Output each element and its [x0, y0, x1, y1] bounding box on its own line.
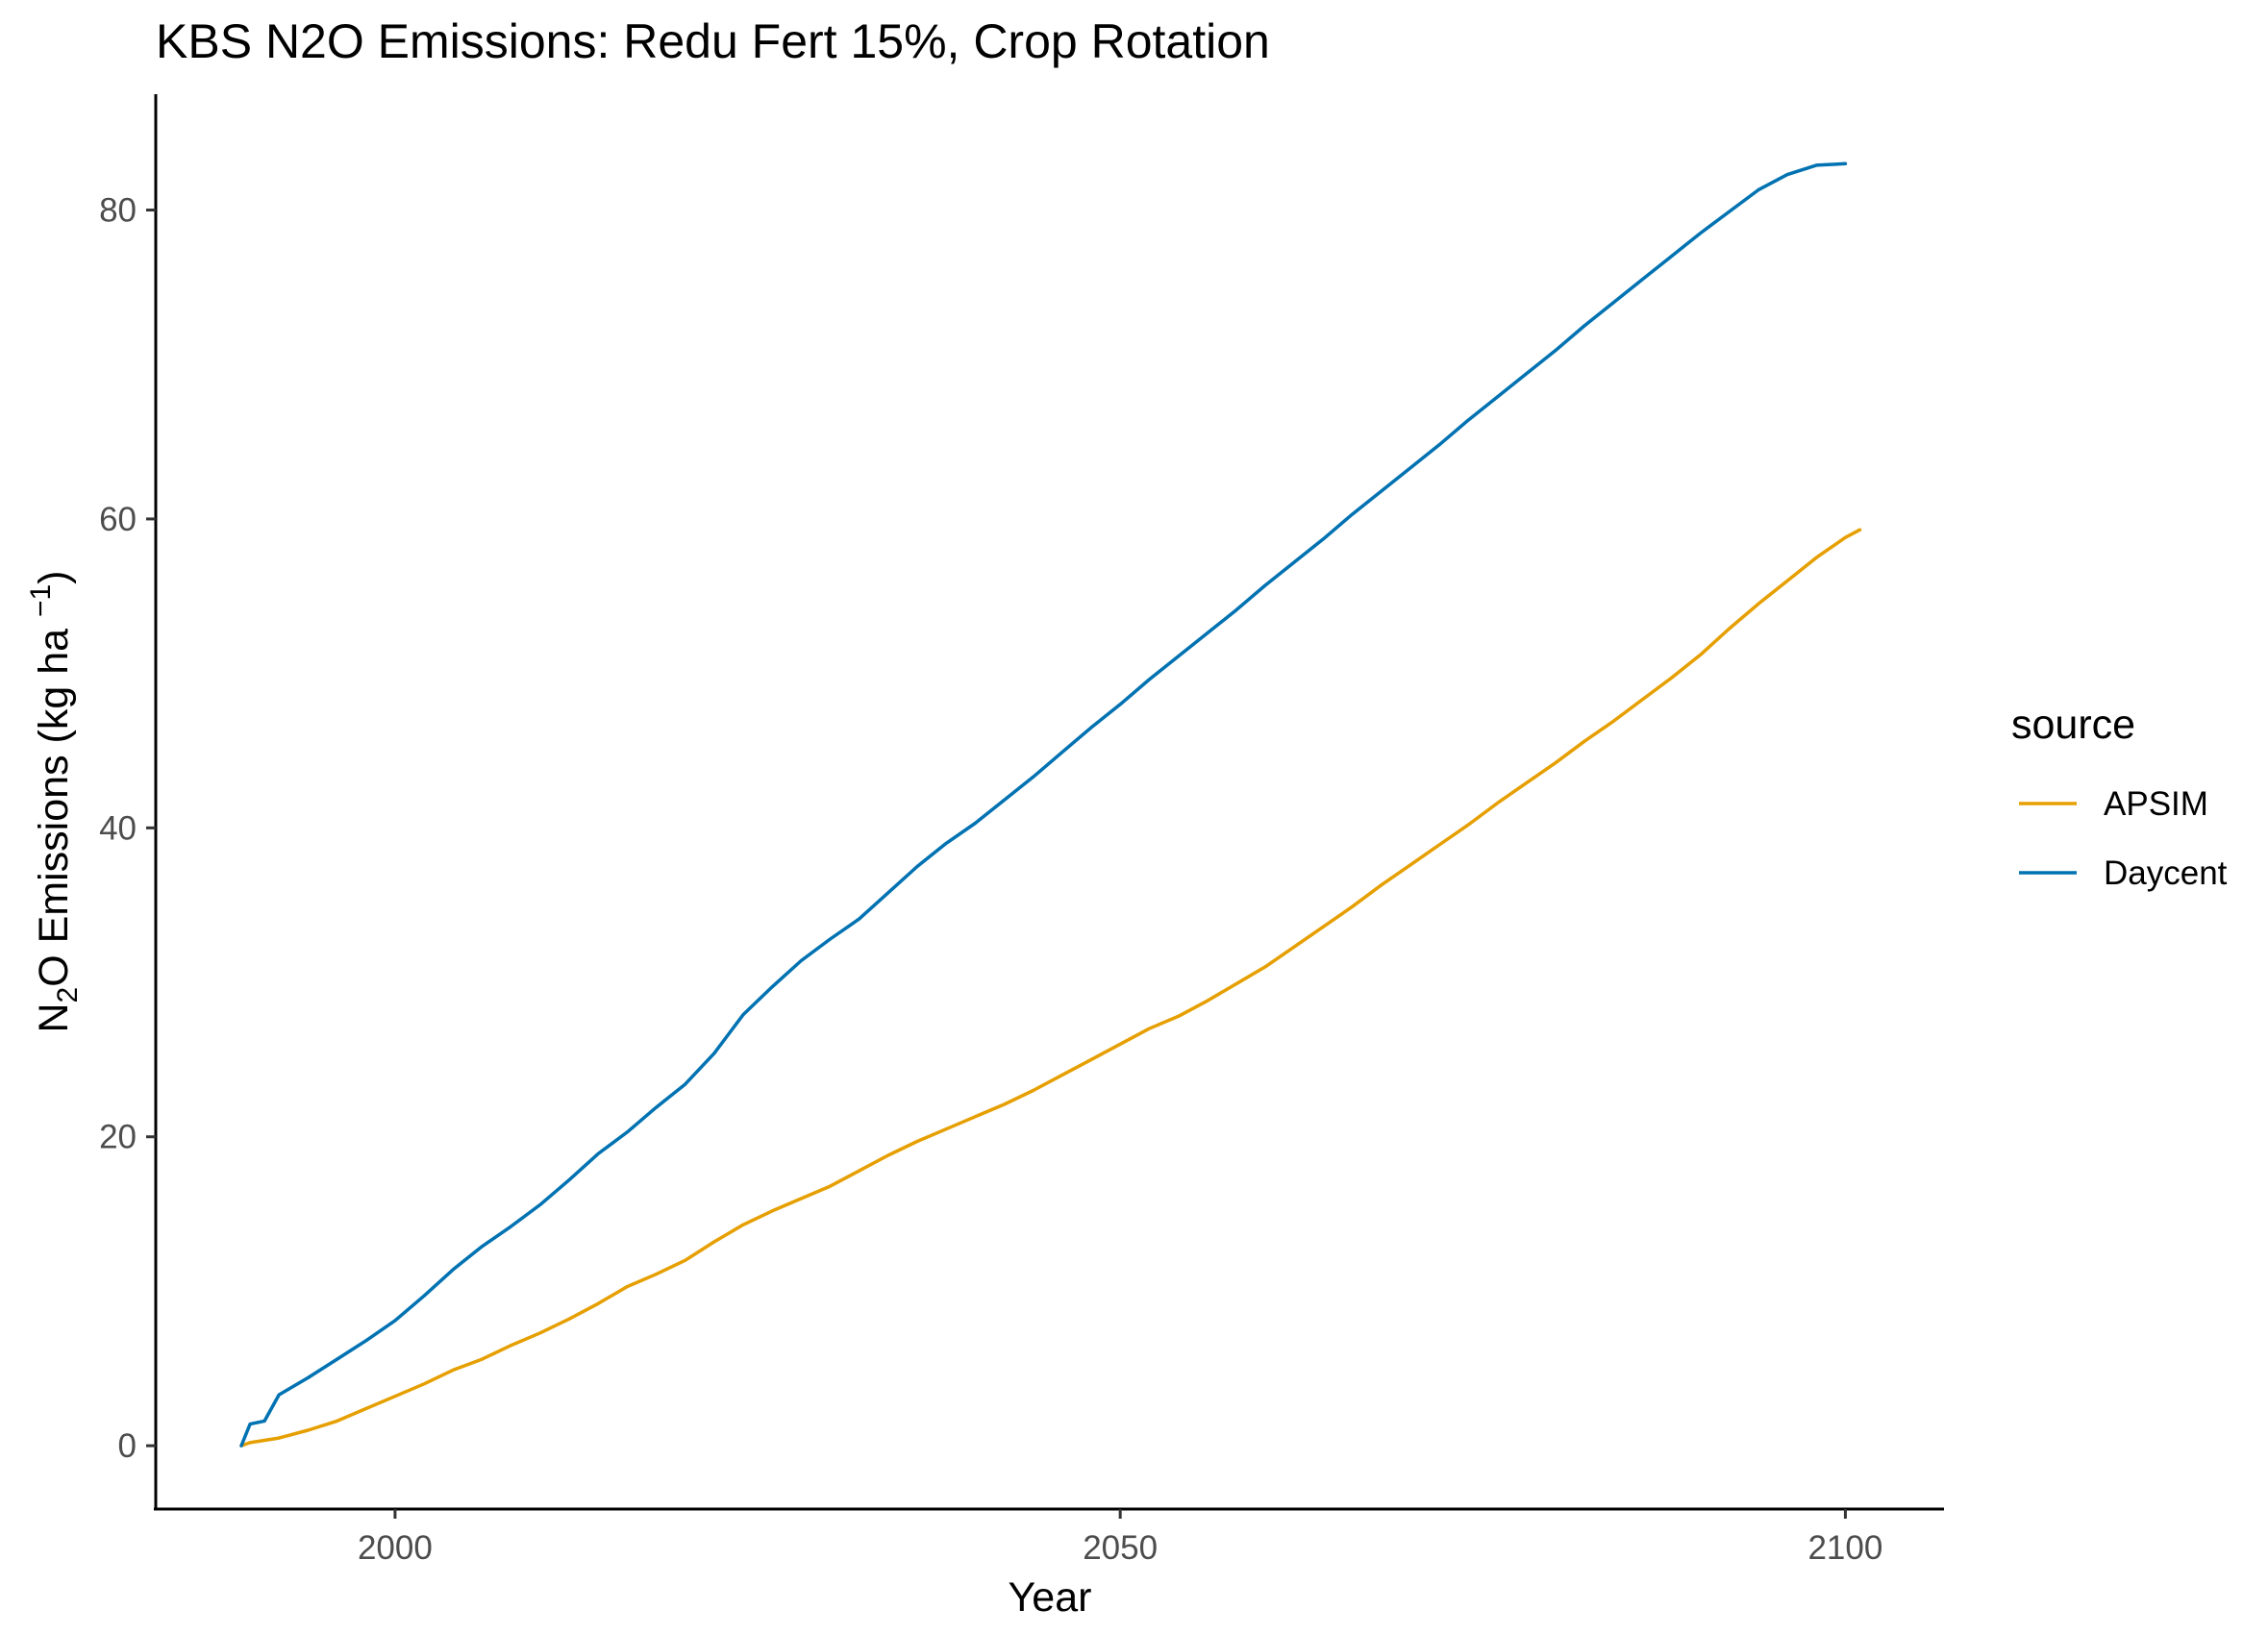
y-tick-label: 60	[99, 501, 137, 538]
y-tick-label: 20	[99, 1119, 137, 1156]
y-axis-title-suffix: )	[31, 570, 77, 583]
legend-label-daycent: Daycent	[2104, 854, 2228, 892]
legend-label-apsim: APSIM	[2104, 785, 2208, 823]
plot-area	[239, 161, 1862, 1448]
y-axis-title-middle: O Emissions (kg ha	[31, 617, 77, 987]
legend-items: APSIM Daycent	[2019, 785, 2228, 892]
chart-title: KBS N2O Emissions: Redu Fert 15%, Crop R…	[156, 14, 1270, 68]
y-axis-title-superscript: −1	[25, 584, 57, 617]
x-tick-label: 2050	[1083, 1529, 1158, 1567]
y-tick-label: 80	[99, 192, 137, 230]
y-axis-ticks: 0 20 40 60 80	[99, 192, 156, 1465]
y-axis-title-subscript: 2	[52, 987, 84, 1003]
legend: source APSIM Daycent	[2011, 702, 2228, 892]
x-tick-label: 2000	[358, 1529, 433, 1567]
series-line-apsim	[239, 528, 1862, 1448]
y-axis-title-prefix: N	[31, 1003, 77, 1032]
x-tick-label: 2100	[1807, 1529, 1882, 1567]
y-axis-title: N2O Emissions (kg ha −1)	[25, 570, 84, 1032]
series-line-daycent	[239, 161, 1848, 1448]
y-tick-label: 40	[99, 809, 137, 847]
y-tick-label: 0	[118, 1427, 137, 1465]
legend-title: source	[2011, 702, 2135, 748]
x-axis-title: Year	[1009, 1574, 1092, 1621]
x-axis-ticks: 2000 2050 2100	[358, 1509, 1882, 1567]
